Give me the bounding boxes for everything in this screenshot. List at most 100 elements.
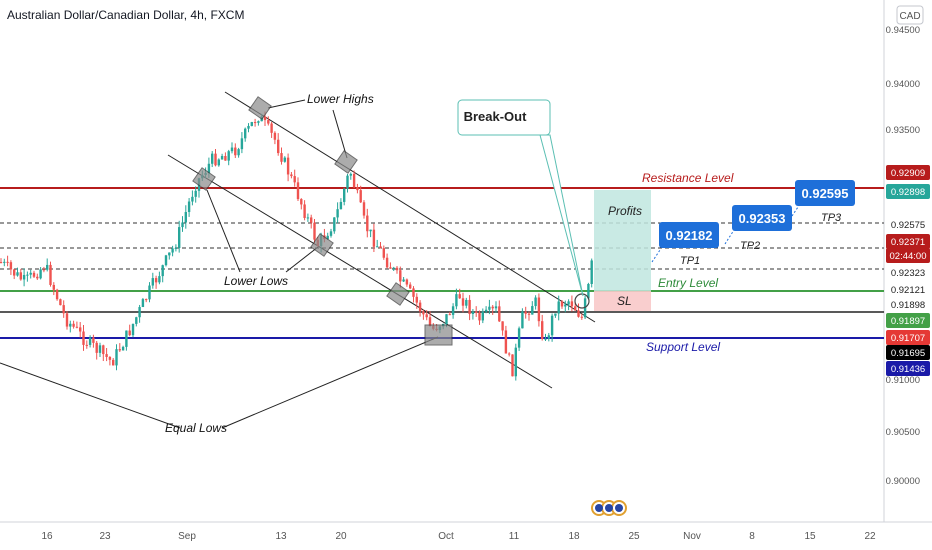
candle <box>131 323 135 336</box>
candle <box>508 353 511 355</box>
axis-price-badge <box>886 248 930 263</box>
lower-lows-pointer-1 <box>206 189 241 273</box>
candle <box>409 284 412 289</box>
tp2-value-box[interactable] <box>732 205 792 231</box>
tp2-label: TP2 <box>740 240 760 252</box>
axis-price-badge <box>886 313 930 328</box>
axis-price-badge-text: 0.91707 <box>891 333 925 344</box>
candle <box>118 349 121 351</box>
support-level-label: Support Level <box>646 340 720 354</box>
time-tick: 23 <box>99 531 111 542</box>
candle <box>178 227 181 248</box>
axis-price-badge-text: 02:44:00 <box>890 251 927 262</box>
candle <box>135 317 138 324</box>
candle <box>329 231 333 236</box>
candle <box>567 301 570 305</box>
pivot-box-high-1 <box>248 96 272 120</box>
candle <box>112 359 115 366</box>
currency-badge[interactable]: CAD <box>899 11 920 22</box>
candle <box>217 159 220 166</box>
candle <box>6 261 9 263</box>
candle <box>0 262 3 263</box>
candle <box>524 311 527 314</box>
candle <box>488 306 491 310</box>
candle <box>42 269 46 271</box>
candle <box>366 215 369 232</box>
candle <box>412 288 415 297</box>
lower-trend-line[interactable] <box>167 154 553 389</box>
candle <box>65 313 69 327</box>
tp3-value-box[interactable] <box>795 180 855 206</box>
candle <box>385 257 389 268</box>
candle <box>263 116 267 121</box>
candle <box>49 264 52 285</box>
candle <box>376 246 379 248</box>
upper-trend-line[interactable] <box>224 91 596 323</box>
candle <box>244 128 247 139</box>
time-axis[interactable]: 16 23 Sep 13 20 Oct 11 18 25 Nov 8 15 22 <box>41 531 876 542</box>
candle <box>587 283 590 299</box>
candle <box>234 147 237 156</box>
candle <box>481 311 484 321</box>
candle <box>415 296 418 303</box>
candle <box>273 132 277 140</box>
axis-price-badge-text: 0.92121 <box>891 285 925 296</box>
time-tick: Sep <box>178 531 196 542</box>
time-tick: 20 <box>335 531 347 542</box>
lower-highs-pointer-1 <box>267 99 306 109</box>
candle <box>395 267 399 271</box>
candle <box>541 321 544 339</box>
candle <box>326 235 329 240</box>
candle <box>465 299 468 306</box>
axis-price-badge-text: 0.92909 <box>891 168 925 179</box>
candle <box>148 285 151 300</box>
candle <box>187 201 191 213</box>
candle <box>102 345 105 355</box>
tp1-value: 0.92182 <box>666 228 713 243</box>
profits-zone[interactable] <box>594 190 651 291</box>
candle <box>9 262 13 270</box>
candle <box>521 311 524 329</box>
time-tick: Oct <box>438 531 454 542</box>
equal-lows-box <box>424 324 453 346</box>
candle <box>108 356 112 360</box>
candle <box>300 199 303 205</box>
equal-lows-line-right[interactable] <box>221 336 439 429</box>
pivot-box-low-2 <box>310 233 334 257</box>
candle <box>343 188 346 202</box>
candles[interactable] <box>0 111 593 381</box>
candle <box>527 313 531 315</box>
symbol-title: Australian Dollar/Canadian Dollar, 4h, F… <box>7 8 244 22</box>
axis-price-badge-text: 0.91436 <box>891 364 925 375</box>
stop-loss-zone[interactable] <box>594 291 651 311</box>
candle <box>478 312 481 321</box>
candle <box>85 344 88 346</box>
pivot-box-high-2 <box>334 150 358 174</box>
candle <box>82 331 85 345</box>
candle <box>283 157 286 162</box>
candle <box>362 202 366 216</box>
pivot-box-low-3 <box>386 282 410 306</box>
candle <box>79 327 82 332</box>
axis-price-badge <box>886 165 930 180</box>
candle <box>125 330 128 347</box>
candle <box>92 337 95 343</box>
candle <box>211 153 214 164</box>
economic-events-icons[interactable] <box>591 500 627 516</box>
equal-lows-line-left[interactable] <box>0 362 181 429</box>
price-tick: 0.94500 <box>886 25 920 36</box>
candle <box>52 284 55 290</box>
candle <box>145 299 148 301</box>
candle <box>557 301 560 314</box>
sl-label: SL <box>617 294 632 308</box>
candle <box>128 330 131 336</box>
breakout-callout-tail <box>539 134 584 297</box>
tp1-value-box[interactable] <box>659 222 719 248</box>
candle <box>220 155 224 160</box>
axis-price-badge-text: 0.92575 <box>891 220 925 231</box>
candle <box>475 311 478 313</box>
candle <box>484 309 488 312</box>
candle <box>296 182 300 200</box>
tp3-label: TP3 <box>821 212 842 224</box>
